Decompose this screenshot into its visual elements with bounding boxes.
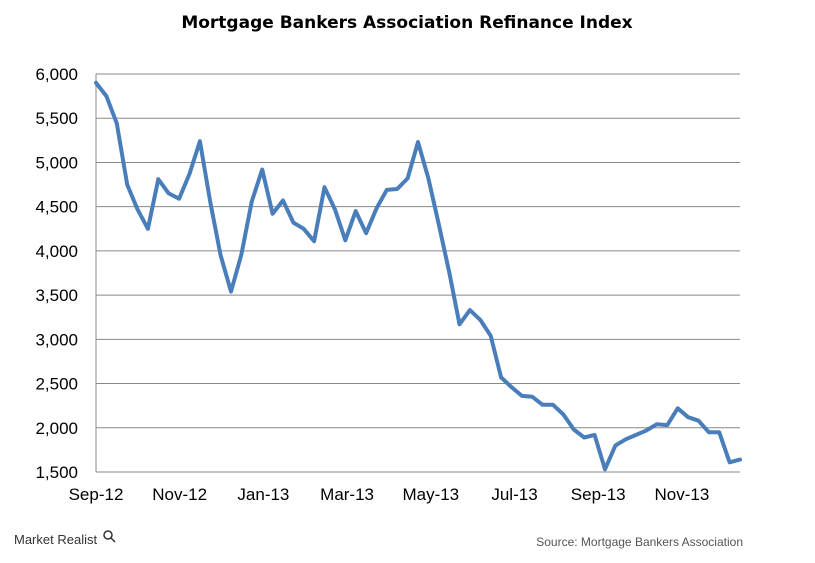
y-tick-label: 4,000 [35, 242, 78, 261]
x-axis-ticks: Sep-12 Nov-12 Jan-13 Mar-13 May-13 Jul-13 Sep-… [69, 485, 710, 504]
gridlines [95, 73, 740, 473]
y-tick-label: 2,000 [35, 419, 78, 438]
y-tick-label: 4,500 [35, 198, 78, 217]
series-line [94, 80, 742, 472]
source-note: Source: Mortgage Bankers Association [536, 535, 743, 549]
y-tick-label: 3,500 [35, 286, 78, 305]
y-axis-ticks: 1,500 2,000 2,500 3,000 3,500 4,000 4,500 5,000… [35, 65, 78, 482]
x-tick-label: Nov-12 [152, 485, 207, 504]
magnifier-icon [103, 530, 116, 543]
brand-logo-text: Market Realist [14, 532, 97, 547]
y-tick-label: 5,500 [35, 109, 78, 128]
x-tick-label: Sep-12 [69, 485, 124, 504]
y-tick-label: 6,000 [35, 65, 78, 84]
y-tick-label: 1,500 [35, 463, 78, 482]
series-group [94, 80, 742, 472]
chart-title: Mortgage Bankers Association Refinance I… [181, 13, 632, 33]
y-tick-label: 3,000 [35, 330, 78, 349]
y-tick-label: 5,000 [35, 153, 78, 172]
x-tick-label: Mar-13 [320, 485, 374, 504]
x-tick-label: Sep-13 [571, 485, 626, 504]
x-tick-label: May-13 [402, 485, 459, 504]
y-tick-label: 2,500 [35, 375, 78, 394]
x-tick-label: Jan-13 [237, 485, 289, 504]
x-tick-label: Jul-13 [491, 485, 537, 504]
x-tick-label: Nov-13 [654, 485, 709, 504]
